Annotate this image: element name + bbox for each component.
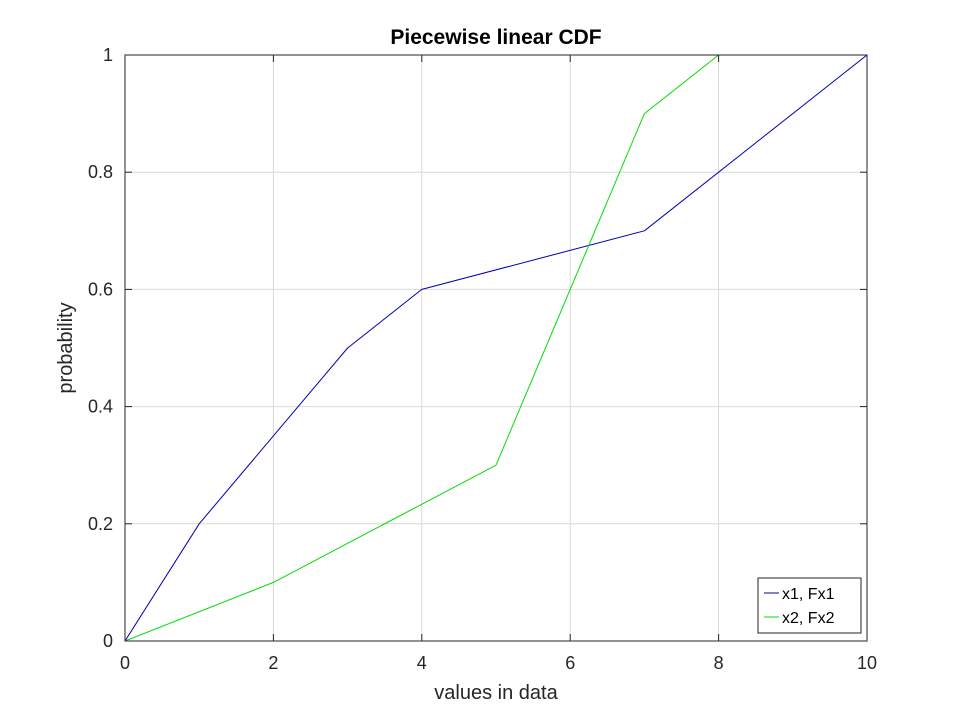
x-axis-label: values in data	[434, 682, 558, 704]
y-tick-label: 0.4	[88, 397, 113, 417]
y-tick-label: 0.2	[88, 514, 113, 534]
grid-lines	[124, 54, 868, 642]
y-tick-labels: 0 0.2 0.4 0.6 0.8 1	[88, 45, 113, 651]
y-tick-label: 0.6	[88, 279, 113, 299]
x-tick-label: 10	[857, 653, 877, 673]
series-line-1	[124, 54, 868, 642]
x-tick-label: 6	[565, 653, 575, 673]
chart-title: Piecewise linear CDF	[390, 26, 601, 49]
y-axis-label: probability	[55, 302, 77, 393]
y-tick-label: 1	[103, 45, 113, 65]
x-tick-label: 4	[417, 653, 427, 673]
x-tick-labels: 0 2 4 6 8 10	[120, 653, 877, 673]
legend-entry: x2, Fx2	[782, 610, 835, 627]
tick-marks	[124, 54, 868, 642]
legend: x1, Fx1 x2, Fx2	[757, 577, 862, 634]
x-tick-label: 2	[268, 653, 278, 673]
y-tick-label: 0	[103, 631, 113, 651]
x-tick-label: 8	[714, 653, 724, 673]
plot-frame	[124, 54, 868, 642]
legend-entry: x1, Fx1	[782, 586, 835, 603]
legend-box	[757, 577, 862, 634]
x-tick-label: 0	[120, 653, 130, 673]
y-tick-label: 0.8	[88, 162, 113, 182]
